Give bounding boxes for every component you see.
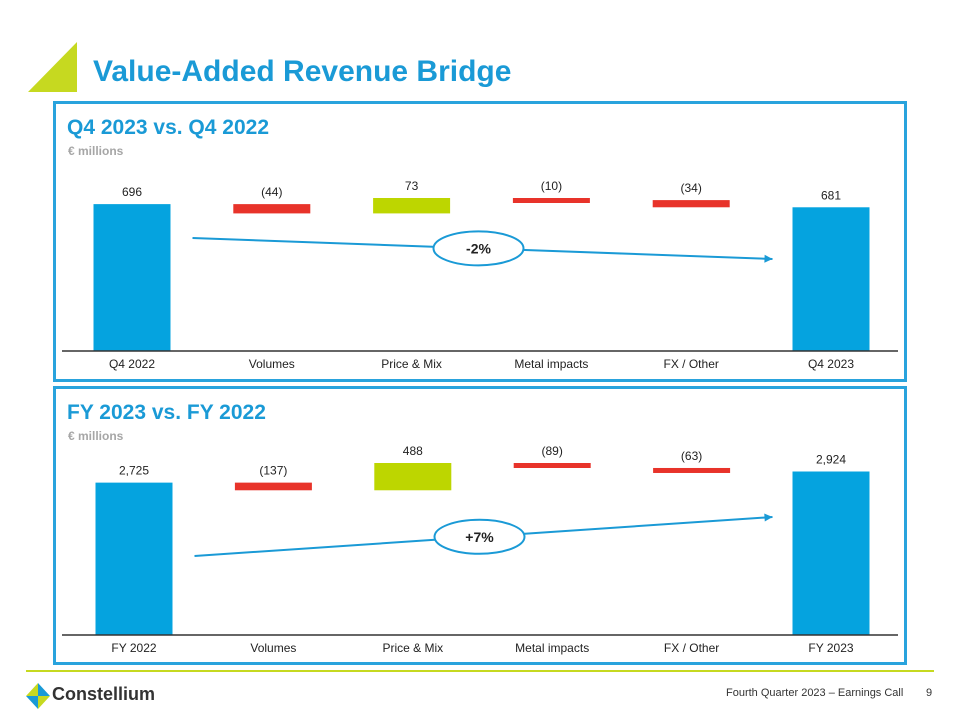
data-label: (89)	[542, 444, 563, 458]
trend-arrowhead	[764, 254, 773, 263]
category-label: FX / Other	[664, 641, 719, 655]
data-label: 488	[403, 444, 423, 458]
waterfall-bar	[233, 204, 311, 214]
fy-waterfall-chart: 2,725 FY 2022 (137) Volumes 488 Price & Mix (8…	[62, 444, 898, 655]
waterfall-bar	[373, 198, 451, 214]
change-percent-label: +7%	[465, 529, 494, 545]
category-label: FX / Other	[664, 357, 719, 371]
category-label: Metal impacts	[514, 357, 588, 371]
category-label: Volumes	[250, 641, 296, 655]
panel-title: FY 2023 vs. FY 2022	[67, 401, 266, 424]
category-label: FY 2023	[808, 641, 853, 655]
data-label: (10)	[541, 179, 562, 193]
category-label: Metal impacts	[515, 641, 589, 655]
category-label: Volumes	[249, 357, 295, 371]
data-label: (34)	[681, 181, 702, 195]
waterfall-bar	[234, 482, 312, 491]
data-label: 696	[122, 185, 142, 199]
data-label: (44)	[261, 185, 282, 199]
waterfall-bar	[93, 204, 171, 351]
category-label: Price & Mix	[382, 641, 443, 655]
data-label: 2,924	[816, 452, 846, 466]
trend-arrowhead	[764, 513, 773, 522]
data-label: 2,725	[119, 464, 149, 478]
constellium-logo-icon	[26, 683, 50, 709]
data-label: 681	[821, 188, 841, 202]
panel-title: Q4 2023 vs. Q4 2022	[67, 116, 269, 139]
category-label: Price & Mix	[381, 357, 442, 371]
logo-text: Constellium	[52, 684, 156, 704]
footer-text: Fourth Quarter 2023 – Earnings Call	[726, 687, 904, 699]
page-title: Value-Added Revenue Bridge	[93, 55, 512, 88]
corner-triangle-decoration	[28, 42, 77, 92]
waterfall-bar	[513, 463, 591, 468]
waterfall-bar	[653, 467, 731, 473]
q4-waterfall-chart: 696 Q4 2022 (44) Volumes 73 Price & Mix (10) Me…	[62, 179, 898, 371]
q4-bridge-panel: Q4 2023 vs. Q4 2022 € millions 696 Q4 202…	[53, 101, 907, 382]
category-label: Q4 2023	[808, 357, 854, 371]
category-label: Q4 2022	[109, 357, 155, 371]
change-badge	[432, 230, 525, 267]
change-badge	[433, 518, 526, 555]
data-label: (63)	[681, 449, 702, 463]
category-label: FY 2022	[111, 641, 156, 655]
footer-divider	[26, 670, 934, 672]
waterfall-bar	[792, 207, 870, 351]
fy-bridge-panel: FY 2023 vs. FY 2022 € millions 2,725 FY 2…	[53, 386, 907, 665]
page-number: 9	[926, 687, 933, 699]
waterfall-bar	[95, 482, 173, 635]
waterfall-bar	[792, 471, 870, 635]
data-label: (137)	[259, 464, 287, 478]
waterfall-bar	[512, 198, 590, 203]
waterfall-bar	[652, 200, 730, 208]
waterfall-bar	[374, 463, 452, 491]
change-percent-label: -2%	[466, 240, 491, 256]
data-label: 73	[405, 179, 419, 193]
panel-unit-label: € millions	[68, 429, 124, 443]
panel-unit-label: € millions	[68, 144, 124, 158]
